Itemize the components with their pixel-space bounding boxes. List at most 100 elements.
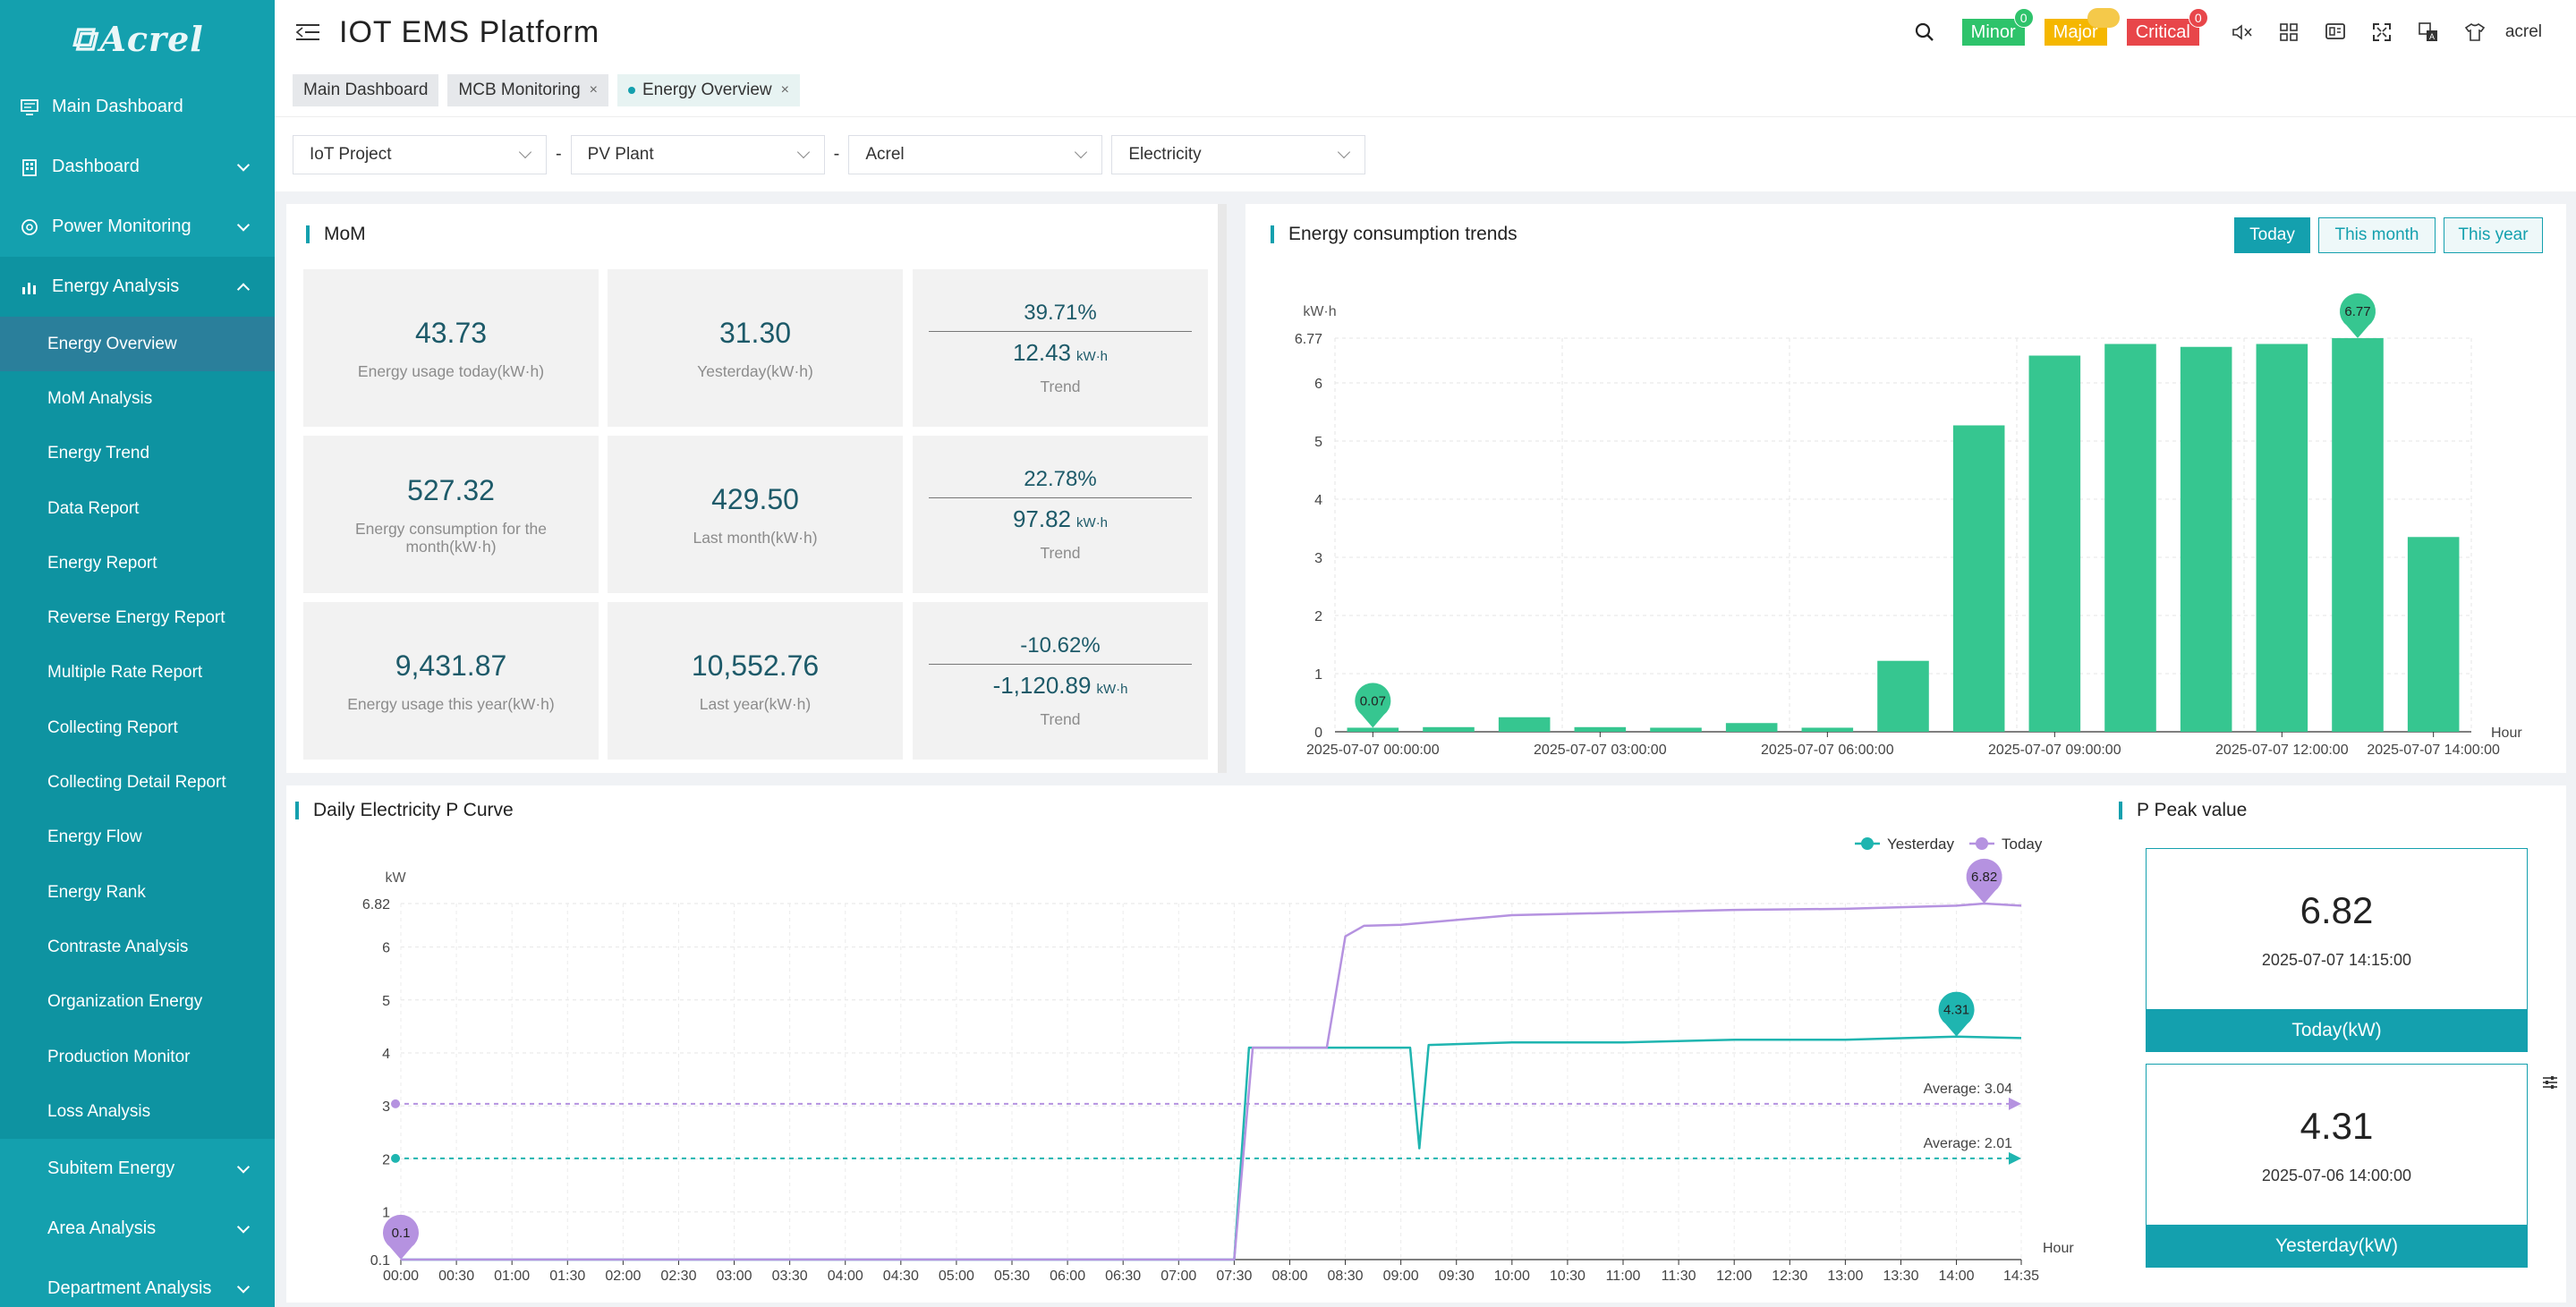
bar-marker-pin bbox=[1355, 683, 1391, 728]
bar bbox=[1650, 727, 1702, 732]
bar-marker-pin-label: 0.07 bbox=[1360, 693, 1386, 709]
tab-label: Main Dashboard bbox=[303, 81, 429, 99]
tab-main-dashboard[interactable]: Main Dashboard bbox=[293, 74, 439, 106]
alarm-major-button[interactable]: Major bbox=[2044, 8, 2120, 46]
logo: ⧉ Acrel bbox=[71, 18, 204, 59]
plant-select[interactable]: PV Plant bbox=[570, 134, 825, 174]
top-header: IOT EMS Platform Minor 0 Major Critical … bbox=[275, 0, 2576, 64]
average-start-dot bbox=[391, 1099, 400, 1108]
energy-year-card: 9,431.87 Energy usage this year(kW·h) bbox=[303, 602, 599, 760]
sidebar-item-department-analysis[interactable]: Department Analysis bbox=[0, 1259, 275, 1307]
fullscreen-icon[interactable] bbox=[2371, 21, 2393, 43]
x-tick-label: 10:30 bbox=[1550, 1269, 1586, 1284]
tab-energy-overview[interactable]: Energy Overview × bbox=[616, 74, 800, 106]
alarm-critical-button[interactable]: Critical 0 bbox=[2126, 8, 2208, 46]
card-label: Yesterday(kW·h) bbox=[697, 361, 813, 380]
sidebar-sub-item[interactable]: Contraste Analysis bbox=[47, 937, 189, 956]
sidebar-item-subitem-energy[interactable]: Subitem Energy bbox=[0, 1139, 275, 1199]
y-tick-label: 1 bbox=[1314, 667, 1322, 683]
bar bbox=[2180, 346, 2232, 732]
project-select[interactable]: IoT Project bbox=[293, 134, 547, 174]
chevron-down-icon bbox=[236, 157, 251, 172]
sidebar-item-energy-analysis[interactable]: Energy Analysis bbox=[0, 257, 275, 317]
sidebar-sub-item[interactable]: Energy Report bbox=[47, 553, 157, 573]
x-tick-label: 07:30 bbox=[1216, 1269, 1252, 1284]
today-peak-label: Today(kW) bbox=[2147, 1009, 2527, 1051]
y-tick-label: 1 bbox=[382, 1206, 390, 1221]
chevron-down-icon bbox=[236, 1220, 251, 1234]
trend-unit: kW·h bbox=[1076, 514, 1109, 530]
settings-sliders-icon[interactable] bbox=[2541, 1074, 2559, 1096]
y-tick-label: 3 bbox=[382, 1099, 390, 1115]
close-icon[interactable]: × bbox=[589, 82, 598, 98]
x-tick-label: 09:00 bbox=[1383, 1269, 1419, 1284]
this-year-button[interactable]: This year bbox=[2444, 217, 2543, 253]
alarm-minor-button[interactable]: Minor 0 bbox=[1961, 8, 2034, 46]
username[interactable]: acrel bbox=[2504, 22, 2542, 41]
close-icon[interactable]: × bbox=[780, 82, 789, 98]
energy-type-select[interactable]: Electricity bbox=[1111, 134, 1366, 174]
menu-toggle-icon[interactable] bbox=[296, 22, 321, 42]
tab-mcb-monitoring[interactable]: MCB Monitoring × bbox=[447, 74, 608, 106]
card-label: Energy consumption for the month(kW·h) bbox=[354, 519, 547, 556]
monitor-icon bbox=[20, 98, 39, 117]
x-tick-label: 02:30 bbox=[660, 1269, 696, 1284]
y-tick-label: 5 bbox=[382, 994, 390, 1009]
company-select[interactable]: Acrel bbox=[848, 134, 1103, 174]
y-tick-label: 4 bbox=[1314, 493, 1322, 508]
screen-icon[interactable] bbox=[2325, 21, 2346, 43]
sidebar-sub-item[interactable]: Energy Rank bbox=[47, 882, 146, 902]
search-icon[interactable] bbox=[1914, 21, 1935, 43]
bar bbox=[1423, 726, 1475, 732]
peak-marker-pin-label: 6.82 bbox=[1971, 870, 1997, 885]
x-tick-label: 06:30 bbox=[1105, 1269, 1141, 1284]
trend-delta-value: 97.82 bbox=[1012, 505, 1072, 532]
sidebar-item-power-monitoring[interactable]: Power Monitoring bbox=[0, 197, 275, 257]
series-line bbox=[401, 1035, 2022, 1261]
legend-label: Yesterday bbox=[1887, 836, 1954, 853]
sidebar-item-dashboard[interactable]: Dashboard bbox=[0, 137, 275, 197]
sidebar-sub-item[interactable]: Energy Overview bbox=[0, 317, 275, 372]
card-label: Last year(kW·h) bbox=[699, 694, 812, 713]
energy-analysis-submenu: Energy Overview MoM Analysis Energy Tren… bbox=[0, 317, 275, 1140]
x-tick-label: 2025-07-07 03:00:00 bbox=[1534, 743, 1667, 758]
grid-icon[interactable] bbox=[2278, 21, 2300, 43]
sidebar-sub-item[interactable]: Energy Flow bbox=[47, 827, 142, 847]
chevron-down-icon bbox=[1338, 145, 1351, 158]
trend-percent: 22.78% bbox=[929, 467, 1192, 498]
x-tick-label: 2025-07-07 06:00:00 bbox=[1761, 743, 1894, 758]
series-line bbox=[401, 902, 2022, 1261]
sidebar-item-main-dashboard[interactable]: Main Dashboard bbox=[0, 77, 275, 137]
translate-icon[interactable]: A bbox=[2418, 21, 2439, 43]
peak-marker-pin bbox=[1938, 991, 1975, 1037]
sidebar-sub-item[interactable]: Energy Trend bbox=[47, 444, 150, 463]
sidebar-sub-item[interactable]: Production Monitor bbox=[47, 1047, 191, 1066]
y-axis-unit: kW bbox=[385, 870, 406, 886]
card-label: Last month(kW·h) bbox=[693, 528, 818, 547]
separator: - bbox=[556, 144, 562, 164]
x-tick-label: 08:30 bbox=[1328, 1269, 1364, 1284]
mute-icon[interactable] bbox=[2232, 21, 2253, 43]
x-tick-label: 2025-07-07 09:00:00 bbox=[1988, 743, 2121, 758]
bar bbox=[1725, 723, 1778, 732]
mom-scrollbar[interactable] bbox=[1218, 204, 1227, 773]
x-tick-label: 03:00 bbox=[717, 1269, 752, 1284]
sidebar-sub-item[interactable]: MoM Analysis bbox=[47, 388, 153, 408]
sidebar-sub-item[interactable]: Organization Energy bbox=[47, 992, 203, 1012]
sidebar-sub-item[interactable]: Collecting Detail Report bbox=[47, 773, 226, 793]
sidebar-sub-item[interactable]: Reverse Energy Report bbox=[47, 608, 225, 628]
this-month-button[interactable]: This month bbox=[2318, 217, 2436, 253]
theme-shirt-icon[interactable] bbox=[2464, 21, 2486, 43]
trend-percent: -10.62% bbox=[929, 633, 1192, 665]
sidebar-item-area-analysis[interactable]: Area Analysis bbox=[0, 1199, 275, 1259]
sidebar-sub-item[interactable]: Loss Analysis bbox=[47, 1101, 151, 1121]
today-button[interactable]: Today bbox=[2234, 217, 2310, 253]
chevron-down-icon bbox=[236, 1280, 251, 1294]
y-tick-label: 6.77 bbox=[1295, 332, 1322, 347]
x-tick-label: 00:00 bbox=[383, 1269, 419, 1284]
sidebar-sub-item[interactable]: Multiple Rate Report bbox=[47, 663, 203, 683]
p-curve-title: Daily Electricity P Curve bbox=[295, 800, 514, 821]
x-tick-label: 04:00 bbox=[828, 1269, 863, 1284]
sidebar-sub-item[interactable]: Collecting Report bbox=[47, 717, 178, 737]
sidebar-sub-item[interactable]: Data Report bbox=[47, 498, 140, 518]
